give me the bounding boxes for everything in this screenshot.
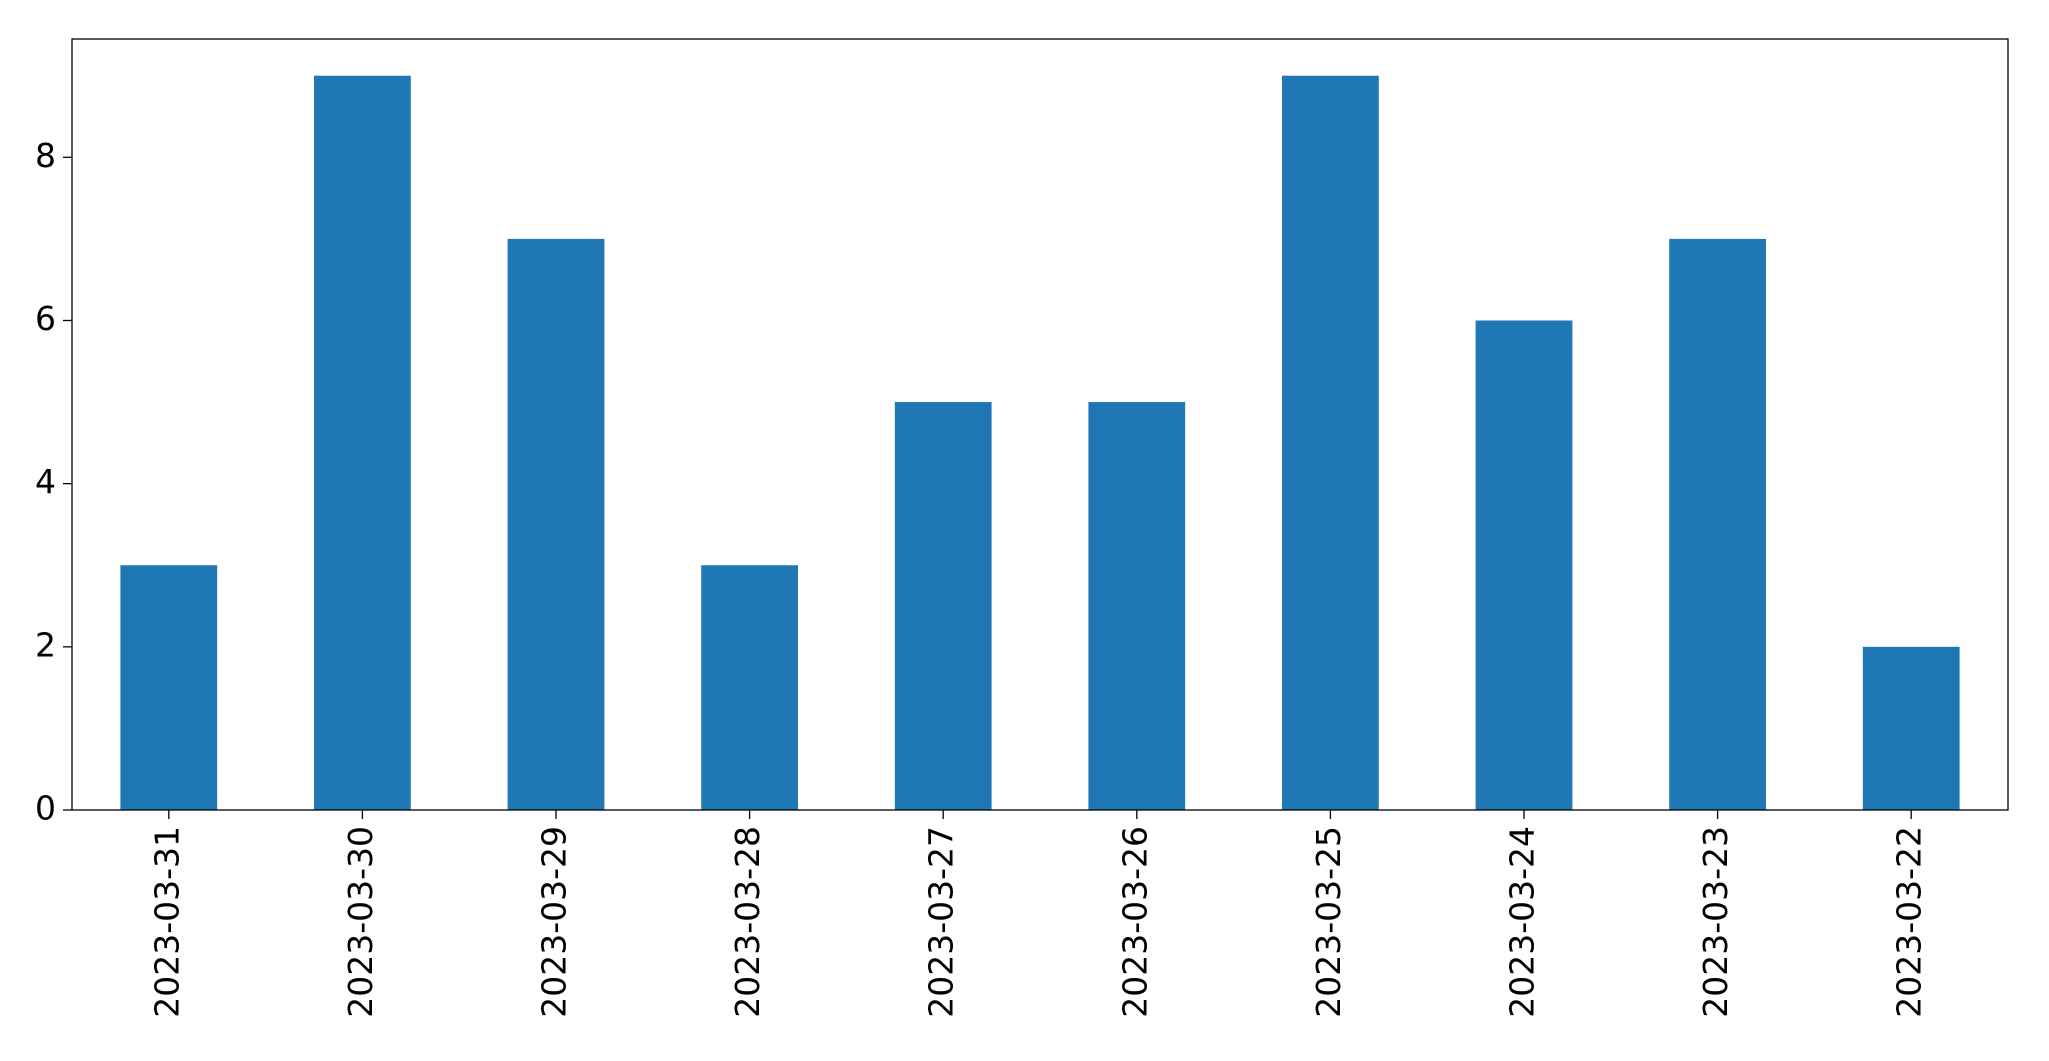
- y-tick-label: 6: [35, 299, 56, 338]
- x-tick-label: 2023-03-22: [1890, 826, 1929, 1018]
- bar: [1282, 75, 1379, 810]
- bar: [1669, 238, 1766, 810]
- y-tick-label: 8: [35, 136, 56, 175]
- bar: [120, 565, 218, 810]
- bar: [894, 402, 992, 810]
- bar: [1475, 320, 1573, 810]
- x-tick-label: 2023-03-26: [1115, 826, 1154, 1018]
- y-tick-label: 2: [35, 625, 56, 664]
- x-tick-label: 2023-03-27: [922, 826, 961, 1018]
- y-tick-label: 4: [35, 462, 56, 501]
- plot-frame: [71, 38, 2009, 811]
- x-tick-label: 2023-03-24: [1503, 826, 1542, 1018]
- bar: [1088, 402, 1186, 810]
- y-tick-label: 0: [35, 789, 56, 828]
- x-tick-label: 2023-03-23: [1696, 826, 1735, 1018]
- x-tick-label: 2023-03-29: [535, 826, 574, 1018]
- bar: [507, 238, 605, 810]
- bar: [314, 75, 411, 810]
- x-tick-label: 2023-03-30: [341, 826, 380, 1018]
- x-tick-label: 2023-03-31: [147, 826, 186, 1018]
- bar: [701, 565, 798, 810]
- bar: [1862, 646, 1960, 810]
- x-tick-label: 2023-03-25: [1309, 826, 1348, 1018]
- x-tick-label: 2023-03-28: [728, 826, 767, 1018]
